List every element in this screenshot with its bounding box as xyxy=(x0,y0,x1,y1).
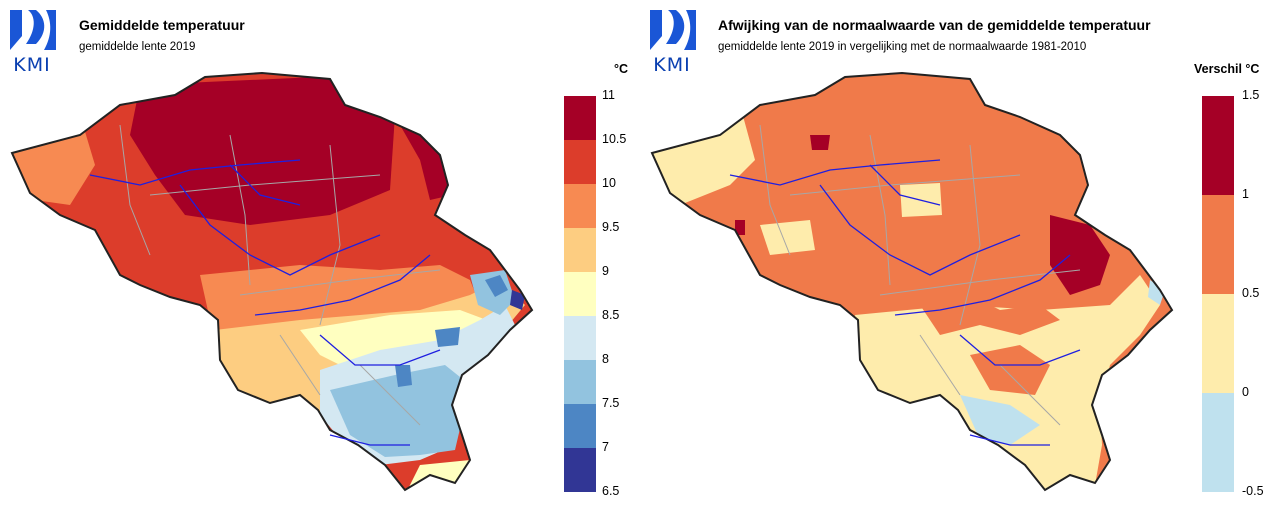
legend-swatch xyxy=(564,140,596,184)
legend-tick-label: 1 xyxy=(1242,187,1249,201)
legend-tick-label: 8.5 xyxy=(602,308,620,322)
map-title: Afwijking van de normaalwaarde van de ge… xyxy=(718,17,1151,33)
legend-swatch xyxy=(564,96,596,140)
legend-swatch xyxy=(564,360,596,404)
legend-swatch xyxy=(564,316,596,360)
anomaly-map xyxy=(650,71,1174,492)
temperature-legend xyxy=(564,96,596,492)
anomaly-legend xyxy=(1202,96,1234,492)
legend-swatch xyxy=(1202,294,1234,393)
legend-tick-label: 1.5 xyxy=(1242,88,1260,102)
panel-mean-temperature: KMI Gemiddelde temperatuur gemiddelde le… xyxy=(6,6,629,498)
legend-tick-label: 9.5 xyxy=(602,220,620,234)
legend-swatch xyxy=(1202,96,1234,195)
legend-swatch xyxy=(564,404,596,448)
legend-tick-label: 8 xyxy=(602,352,609,366)
legend-swatch xyxy=(564,272,596,316)
legend-tick-label: 7.5 xyxy=(602,396,620,410)
map-title: Gemiddelde temperatuur xyxy=(79,17,245,33)
legend-tick-label: 10 xyxy=(602,176,616,190)
legend-swatch xyxy=(564,228,596,272)
logo-text: KMI xyxy=(13,54,51,76)
legend-tick-label: 11 xyxy=(602,88,615,102)
legend-swatch xyxy=(564,448,596,492)
legend-tick-label: -0.5 xyxy=(1242,484,1264,498)
temperature-map xyxy=(10,71,534,492)
logo-text: KMI xyxy=(653,54,691,76)
legend-swatch xyxy=(564,184,596,228)
legend-tick-label: 7 xyxy=(602,440,609,454)
map-subtitle: gemiddelde lente 2019 in vergelijking me… xyxy=(718,41,1087,53)
map-subtitle: gemiddelde lente 2019 xyxy=(79,41,196,53)
legend-unit: Verschil °C xyxy=(1194,62,1260,76)
legend-unit: °C xyxy=(614,62,629,76)
legend-tick-label: 0 xyxy=(1242,385,1249,399)
legend-swatch xyxy=(1202,393,1234,492)
legend-tick-label: 0.5 xyxy=(1242,286,1260,300)
legend-swatch xyxy=(1202,195,1234,294)
panel-temperature-anomaly: KMI Afwijking van de normaalwaarde van d… xyxy=(640,0,1280,507)
legend-tick-label: 10.5 xyxy=(602,132,627,146)
legend-tick-label: 6.5 xyxy=(602,484,620,498)
kmi-logo: KMI xyxy=(646,6,698,76)
legend-tick-label: 9 xyxy=(602,264,609,278)
kmi-logo: KMI xyxy=(6,6,58,76)
